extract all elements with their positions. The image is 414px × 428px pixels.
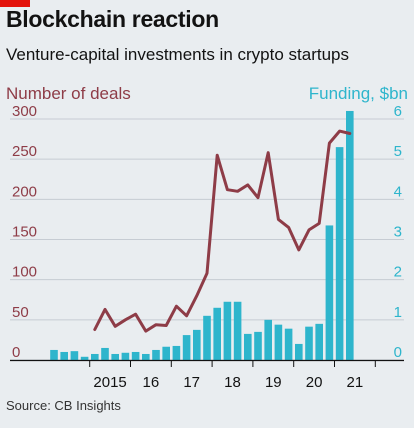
funding-bar	[131, 351, 140, 360]
x-tick-label: 17	[183, 374, 200, 391]
right-tick-label: 2	[394, 264, 402, 281]
funding-bar	[244, 333, 252, 360]
x-tick-label: 19	[265, 374, 282, 391]
funding-bar	[121, 352, 130, 360]
funding-bar	[70, 351, 79, 360]
right-axis-ticks: 0 1 2 3 4 5 6	[394, 103, 402, 361]
right-axis-label: Funding, $bn	[308, 84, 408, 103]
funding-bar	[172, 345, 181, 360]
funding-bars	[50, 110, 354, 360]
left-tick-label: 0	[12, 344, 20, 361]
left-tick-label: 150	[12, 224, 37, 241]
x-tick-label: 16	[143, 374, 160, 391]
funding-bar	[274, 324, 283, 360]
left-tick-label: 300	[12, 103, 37, 120]
x-tick-label: 2015	[93, 374, 126, 391]
funding-bar	[111, 353, 119, 360]
right-tick-label: 3	[394, 224, 402, 241]
source-note: Source: CB Insights	[6, 398, 121, 413]
funding-bar	[142, 353, 150, 360]
funding-bar	[101, 347, 109, 360]
funding-bar	[203, 315, 211, 360]
right-tick-label: 6	[394, 103, 402, 120]
funding-bar	[213, 307, 221, 360]
right-tick-label: 1	[394, 304, 402, 321]
funding-bar	[223, 301, 232, 360]
funding-bar	[264, 319, 272, 360]
funding-bar	[315, 323, 323, 360]
funding-bar	[152, 349, 160, 360]
left-tick-label: 200	[12, 183, 37, 200]
left-axis-label: Number of deals	[6, 84, 131, 103]
funding-bar	[162, 346, 170, 360]
left-tick-label: 50	[12, 304, 29, 321]
funding-bar	[346, 110, 354, 360]
right-tick-label: 5	[394, 143, 402, 160]
chart-subtitle: Venture-capital investments in crypto st…	[6, 45, 349, 64]
deals-line	[93, 129, 352, 333]
funding-bar	[335, 147, 344, 360]
funding-bar	[80, 356, 89, 360]
x-tick-label: 21	[347, 374, 364, 391]
right-tick-label: 4	[394, 183, 402, 200]
funding-bar	[182, 335, 191, 360]
funding-bar	[50, 349, 58, 360]
funding-bar	[60, 351, 68, 360]
left-tick-label: 250	[12, 143, 37, 160]
brand-tag	[0, 0, 30, 7]
funding-bar	[91, 353, 99, 360]
x-axis-ticks: 2015 16 17 18 19 20 21	[10, 359, 404, 391]
funding-bar	[193, 329, 201, 360]
funding-bar	[233, 301, 242, 360]
funding-bar	[254, 331, 262, 360]
x-tick-label: 18	[224, 374, 241, 391]
funding-bar	[305, 326, 313, 360]
chart-title: Blockchain reaction	[6, 6, 219, 32]
x-tick-label: 20	[306, 374, 323, 391]
left-tick-label: 100	[12, 264, 37, 281]
left-axis-ticks: 0 50 100 150 200 250 300	[12, 103, 37, 361]
right-tick-label: 0	[394, 344, 402, 361]
funding-bar	[295, 343, 303, 360]
funding-bar	[284, 328, 293, 360]
funding-bar	[325, 225, 334, 360]
